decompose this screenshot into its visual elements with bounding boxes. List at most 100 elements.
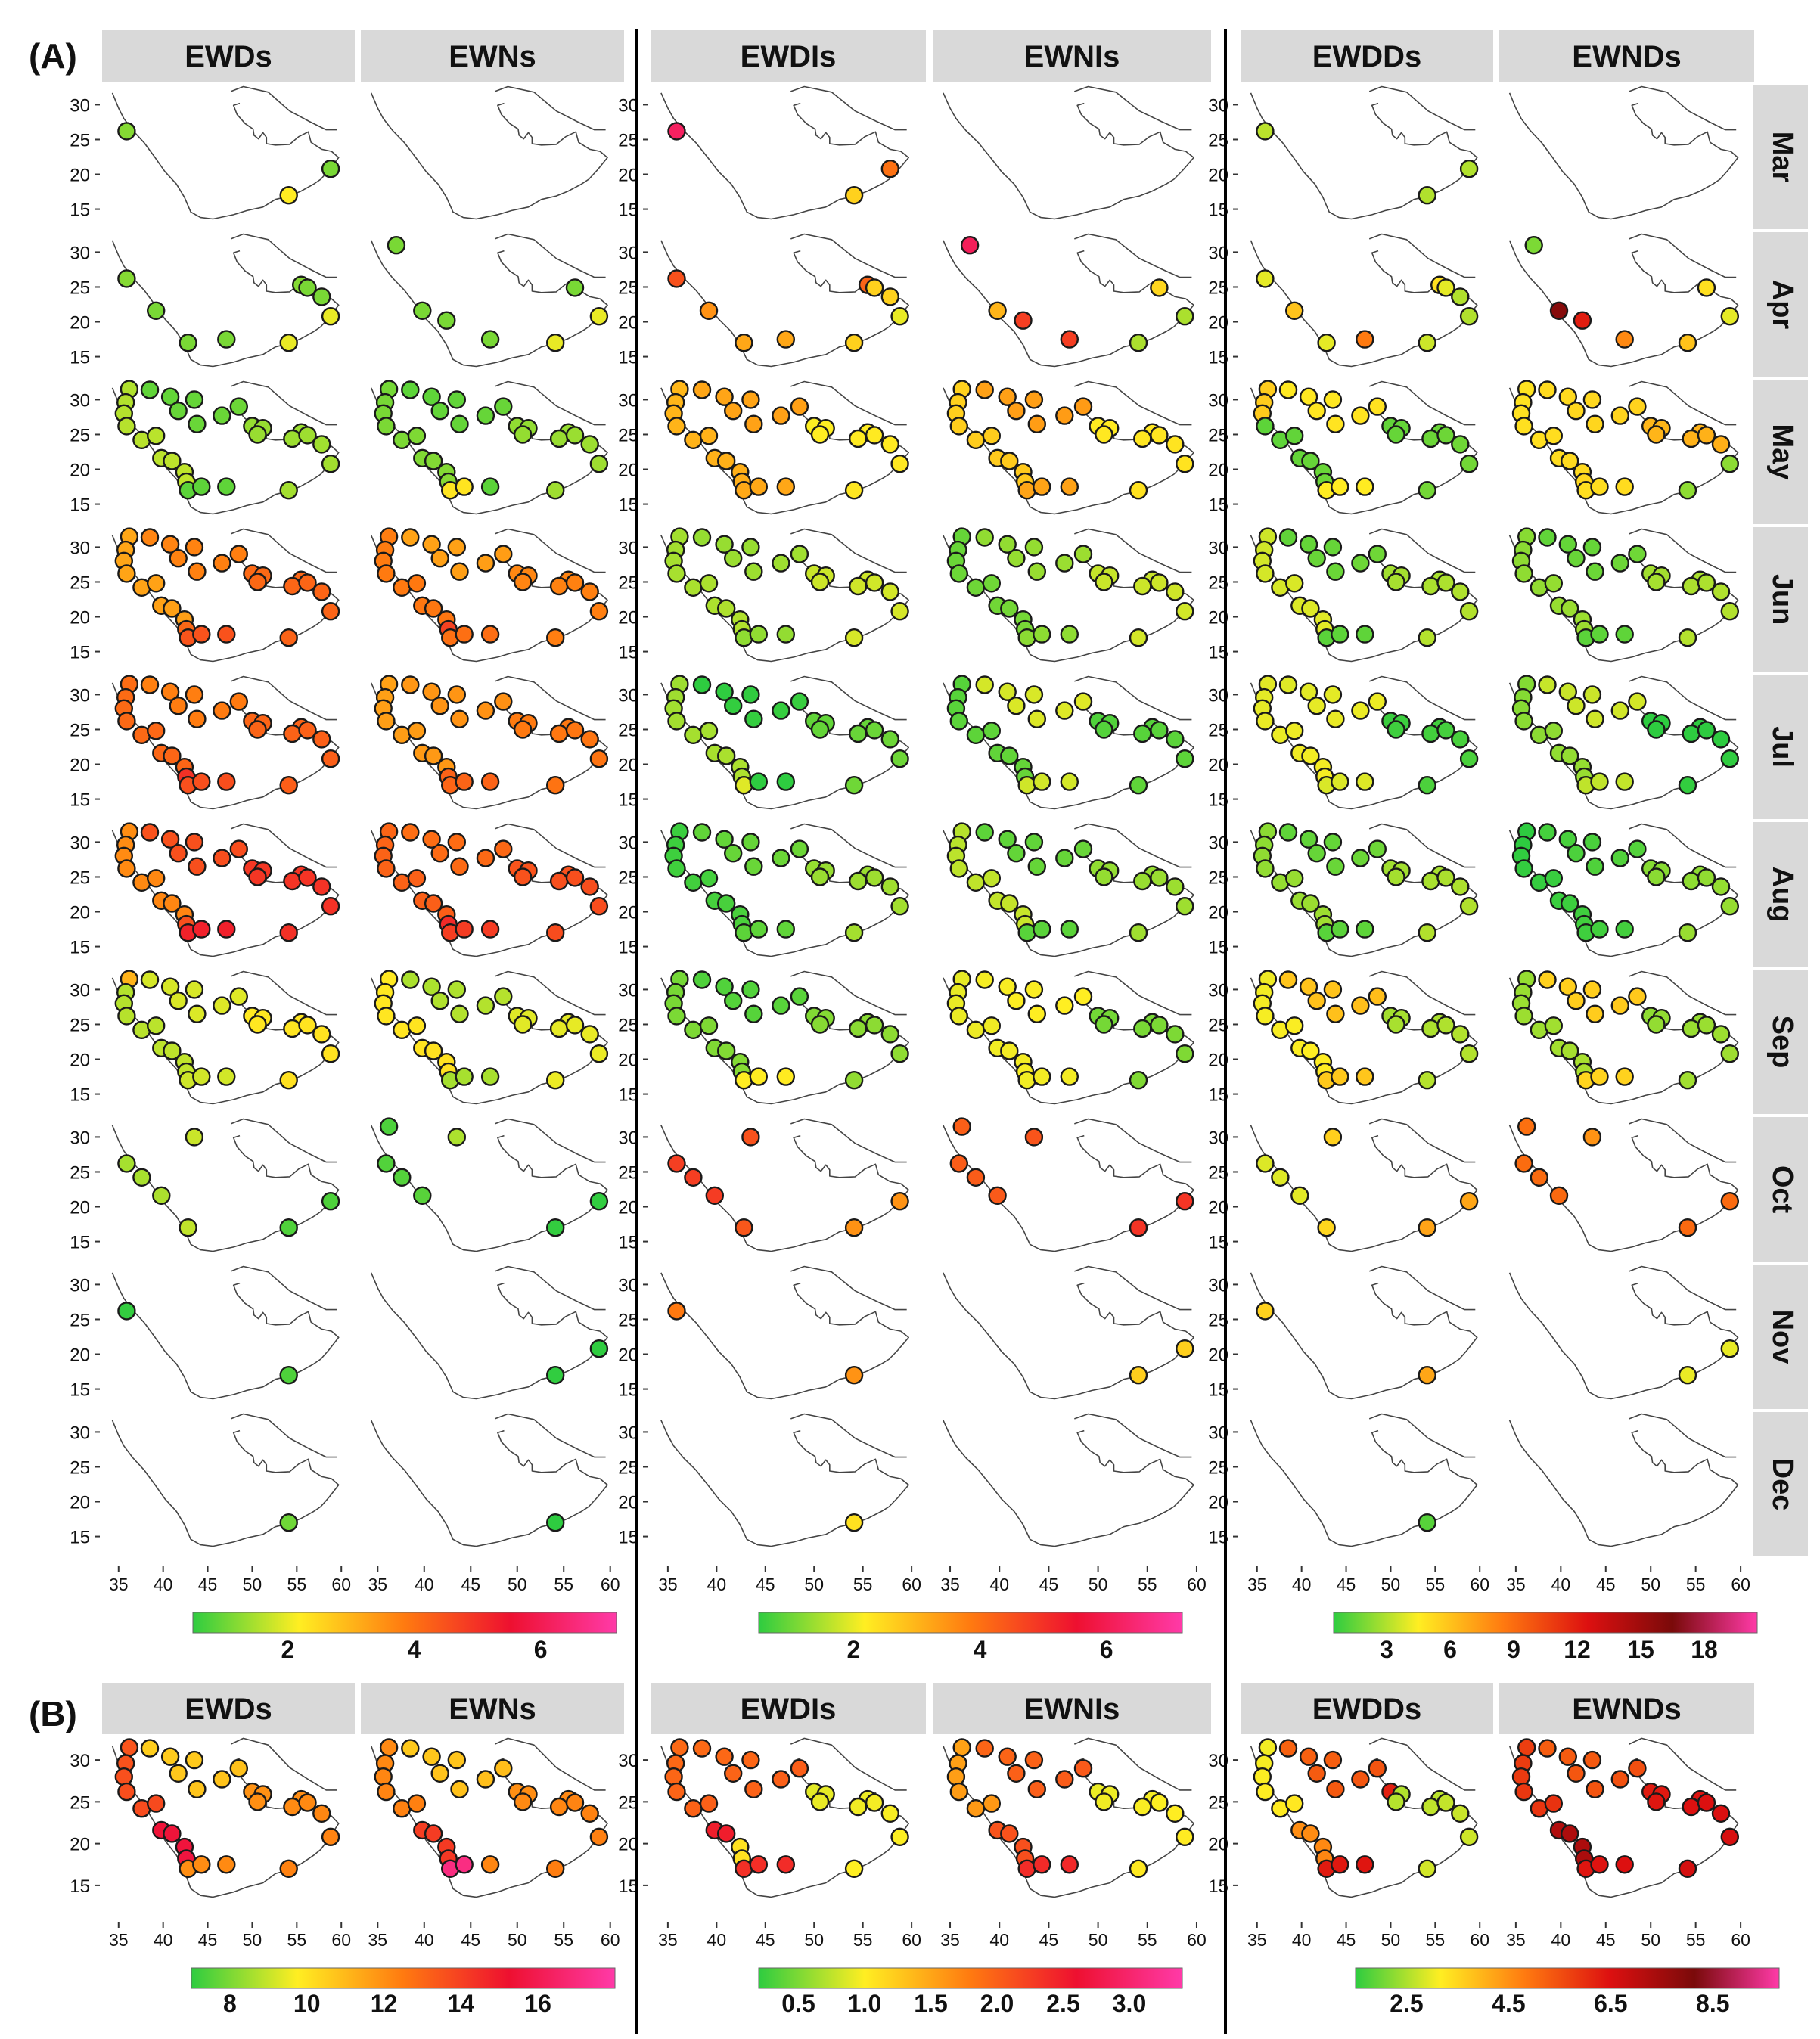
station-point-Aug-EWNs-25 — [565, 868, 585, 887]
station-point-Oct-EWNIs-3 — [988, 1186, 1007, 1206]
station-point-Aug-EWNs-13 — [401, 823, 420, 842]
x-tick-label-2-40: 40 — [707, 1575, 727, 1594]
station-point-B-EWDDs-27 — [1459, 1827, 1479, 1847]
station-point-Aug-EWDDs-13 — [1278, 823, 1298, 842]
facet-Aug-EWNIs — [943, 822, 1194, 957]
station-point-May-EWDIs-24 — [848, 429, 868, 448]
station-point-May-EWDDs-17 — [1326, 414, 1345, 433]
station-point-B-EWNs-14 — [422, 1747, 441, 1766]
station-point-Jul-EWNDs-19 — [1628, 692, 1647, 711]
station-point-Jul-EWDs-26 — [312, 730, 331, 749]
station-point-Jul-EWNDs-12 — [1615, 772, 1634, 791]
coastline — [370, 92, 608, 220]
station-point-Sep-EWDIs-27 — [890, 1044, 909, 1063]
station-point-B-EWDs-2 — [114, 1767, 134, 1786]
y-tick-label-Mar-0-15: 15 — [70, 200, 90, 221]
coastline-north — [1368, 1413, 1476, 1458]
station-point-Apr-EWDDs-4 — [1418, 334, 1436, 352]
station-point-Sep-EWNIs-15 — [1024, 980, 1044, 999]
station-point-B-EWDDs-3 — [1256, 1782, 1275, 1802]
coastline-north — [1074, 675, 1192, 721]
station-point-Oct-EWDDs-2 — [1290, 1186, 1309, 1206]
station-point-Jun-EWDIs-7 — [717, 599, 736, 618]
facet-Dec-EWNDs — [1508, 1413, 1739, 1547]
y-tick-label-Jul-2-20: 20 — [618, 756, 638, 776]
coastline-north — [494, 1265, 606, 1311]
station-point-Sep-EWNIs-13 — [975, 970, 994, 989]
y-tick-label-Nov-0-15: 15 — [70, 1380, 90, 1401]
station-point-Jul-EWNDs-25 — [1697, 721, 1716, 740]
station-point-Jun-EWNs-7 — [424, 599, 443, 618]
station-point-Sep-EWNIs-10 — [1017, 1070, 1036, 1090]
colorbar-label-b2-4.5: 4.5 — [1492, 1990, 1525, 2017]
station-point-Jul-EWDIs-15 — [741, 685, 760, 704]
row-strip-label-Jul: Jul — [1766, 726, 1798, 768]
station-point-Aug-EWDDs-5 — [1284, 869, 1304, 888]
strip-label-EWDDs: EWDDs — [1312, 1693, 1421, 1726]
y-tick-label-May-2-20: 20 — [618, 461, 638, 481]
row-strip-label-Jun: Jun — [1766, 574, 1798, 625]
station-point-B-EWDIs-15 — [741, 1750, 760, 1770]
station-point-May-EWDDs-28 — [1418, 481, 1436, 500]
colorbar-label-a1-2: 2 — [846, 1636, 860, 1663]
y-tick-label-Mar-0-20: 20 — [70, 166, 90, 186]
station-point-Jul-EWDDs-5 — [1284, 722, 1304, 740]
station-point-Jul-EWDs-18 — [213, 701, 231, 720]
station-point-B-EWDIs-11 — [749, 1855, 768, 1874]
station-point-Sep-EWDIs-11 — [749, 1067, 768, 1086]
station-point-Aug-EWNIs-19 — [1073, 839, 1093, 858]
x-tick-label-0-40: 40 — [154, 1575, 173, 1594]
station-point-Jun-EWDDs-13 — [1278, 528, 1298, 547]
panel-label-b: (B) — [29, 1694, 77, 1733]
station-point-May-EWNIs-13 — [975, 380, 994, 399]
station-point-Aug-EWDs-19 — [229, 839, 248, 858]
station-point-B-EWDs-24 — [283, 1797, 302, 1817]
coastline-north — [790, 380, 907, 426]
station-point-Aug-EWDDs-15 — [1323, 833, 1343, 852]
colorbar-label-a0-4: 4 — [408, 1636, 421, 1663]
x-tick-label-3-50: 50 — [1089, 1575, 1108, 1594]
station-point-Apr-EWDIs-6 — [865, 278, 884, 297]
station-point-Sep-EWNIs-11 — [1033, 1067, 1051, 1086]
station-point-Jul-EWDs-24 — [283, 724, 302, 743]
station-point-Sep-EWNDs-15 — [1582, 980, 1602, 999]
station-point-B-EWDs-13 — [140, 1739, 160, 1758]
station-point-Jun-EWNs-12 — [480, 625, 500, 644]
y-tick-label-Jul-2-25: 25 — [618, 720, 638, 740]
coastline-north — [1368, 528, 1476, 573]
station-point-Aug-EWDs-27 — [321, 896, 340, 916]
station-point-Jul-EWDIs-4 — [684, 725, 703, 744]
station-point-B-EWDDs-2 — [1253, 1767, 1272, 1786]
station-point-Jun-EWNs-19 — [494, 545, 513, 563]
station-point-Sep-EWNs-15 — [447, 980, 466, 999]
station-point-Aug-EWNDs-15 — [1582, 833, 1602, 852]
station-point-May-EWDs-19 — [229, 397, 248, 416]
station-point-Jul-EWDIs-16 — [724, 697, 743, 715]
station-point-Aug-EWNs-19 — [494, 839, 513, 858]
colorbar-label-b0-14: 14 — [448, 1990, 475, 2017]
station-point-B-EWDDs-18 — [1351, 1770, 1370, 1789]
y-tick-label-Oct-2-15: 15 — [618, 1233, 638, 1253]
station-point-Jul-EWNIs-3 — [949, 712, 969, 731]
x-tick-label-4-50: 50 — [1381, 1575, 1401, 1594]
station-point-Sep-EWDIs-17 — [744, 1004, 763, 1023]
station-point-Jun-EWNIs-10 — [1017, 628, 1036, 647]
facet-Nov-EWNIs — [943, 1265, 1194, 1400]
facet-Oct-EWDDs — [1250, 1118, 1479, 1252]
station-point-Apr-EWNIs-0 — [960, 236, 980, 255]
x-tick-label-1-40: 40 — [415, 1575, 434, 1594]
station-point-Aug-EWDDs-16 — [1307, 843, 1326, 863]
station-point-May-EWNIs-27 — [1176, 455, 1194, 473]
station-point-Jun-EWDIs-15 — [741, 538, 760, 557]
station-point-Sep-EWNIs-5 — [982, 1016, 1002, 1035]
station-point-B-EWNs-11 — [455, 1855, 474, 1874]
station-point-Jul-EWNIs-12 — [1060, 772, 1079, 791]
station-point-B-EWNDs-26 — [1711, 1804, 1731, 1823]
station-point-Sep-EWDDs-11 — [1331, 1067, 1349, 1086]
y-tick-label-Apr-0-15: 15 — [70, 348, 90, 368]
station-point-Apr-EWDs-1 — [146, 301, 166, 320]
station-point-B-EWNDs-11 — [1590, 1855, 1609, 1874]
station-point-B-EWNDs-18 — [1610, 1770, 1630, 1789]
station-point-Sep-EWNIs-18 — [1055, 996, 1074, 1015]
station-point-Sep-EWDIs-28 — [844, 1070, 864, 1090]
